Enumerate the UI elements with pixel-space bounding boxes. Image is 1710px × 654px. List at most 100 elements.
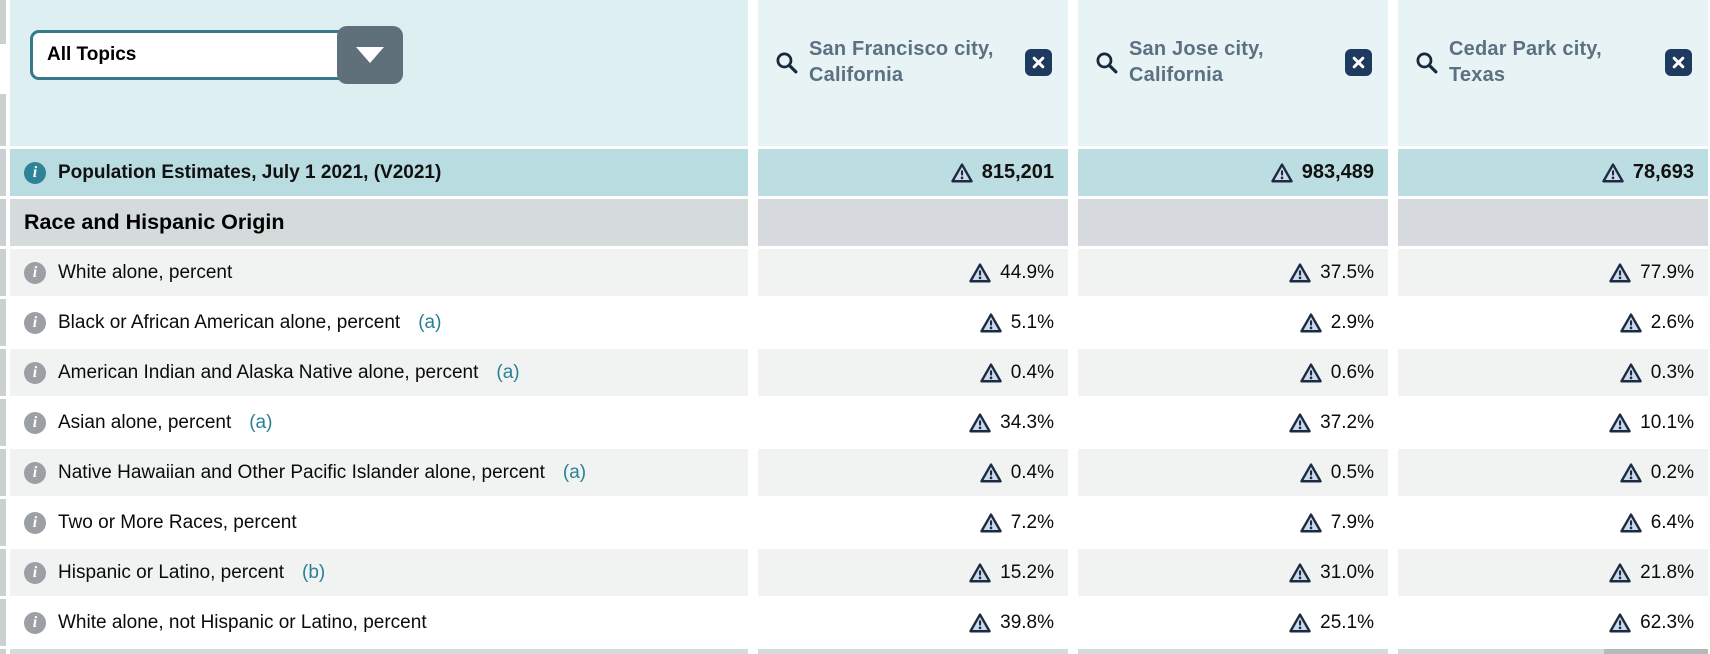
- fact-value: 25.1%: [1320, 611, 1374, 633]
- warning-triangle-icon[interactable]: [1289, 612, 1311, 634]
- fact-label-cell: i Black or African American alone, perce…: [10, 299, 748, 346]
- section-header-cell: [758, 199, 1068, 246]
- fact-value: 39.8%: [1000, 611, 1054, 633]
- warning-triangle-icon[interactable]: [979, 312, 1002, 334]
- table-row: i White alone, percent 44.9% 37.5% 77.9%: [0, 249, 1710, 296]
- warning-triangle-icon[interactable]: [1619, 512, 1642, 534]
- fact-value: 983,489: [1301, 161, 1374, 183]
- warning-triangle-icon[interactable]: [979, 362, 1002, 384]
- warning-triangle-icon[interactable]: [1289, 262, 1311, 284]
- fact-value-cell: 10.1%: [1398, 399, 1708, 446]
- rail-segment: [0, 0, 6, 44]
- warning-triangle-icon[interactable]: [950, 162, 973, 184]
- fact-value: 0.2%: [1650, 461, 1694, 483]
- fact-label-cell: i Native Hawaiian and Other Pacific Isla…: [10, 449, 748, 496]
- warning-triangle-icon[interactable]: [969, 412, 991, 434]
- fact-value-cell: 78,693: [1398, 149, 1708, 196]
- warning-triangle-icon[interactable]: [1299, 512, 1322, 534]
- warning-triangle-icon[interactable]: [1289, 562, 1311, 584]
- fact-label: Hispanic or Latino, percent: [58, 561, 285, 583]
- fact-label-cell: i Population Estimates, July 1 2021, (V2…: [10, 149, 748, 196]
- warning-triangle-icon[interactable]: [1609, 612, 1631, 634]
- warning-triangle-icon[interactable]: [1609, 412, 1631, 434]
- geo-column-title: San Jose city, California: [1129, 37, 1264, 86]
- fact-value: 7.2%: [1010, 511, 1054, 533]
- row-edge-sliver: [0, 149, 6, 196]
- remove-geography-button[interactable]: [1345, 48, 1372, 76]
- section-header-cell: [10, 649, 748, 654]
- section-header-cell: [1078, 199, 1388, 246]
- search-icon[interactable]: [1094, 50, 1119, 75]
- warning-triangle-icon[interactable]: [969, 262, 991, 284]
- footnote-link[interactable]: (a): [418, 311, 442, 333]
- section-header-cell: [758, 649, 1068, 654]
- info-icon[interactable]: i: [24, 161, 46, 184]
- geo-column-title: Cedar Park city, Texas: [1449, 37, 1602, 86]
- topics-dropdown-button[interactable]: [337, 26, 403, 84]
- info-icon[interactable]: i: [24, 261, 46, 284]
- warning-triangle-icon[interactable]: [1299, 312, 1322, 334]
- remove-geography-button[interactable]: [1665, 48, 1692, 76]
- warning-triangle-icon[interactable]: [979, 512, 1002, 534]
- fact-label: Two or More Races, percent: [58, 511, 297, 533]
- topics-dropdown[interactable]: All Topics: [30, 26, 403, 84]
- warning-triangle-icon[interactable]: [1299, 362, 1322, 384]
- info-icon[interactable]: i: [24, 411, 46, 434]
- fact-label: White alone, percent: [58, 261, 233, 283]
- info-icon[interactable]: i: [24, 311, 46, 334]
- row-edge-sliver: [0, 299, 6, 346]
- fact-value: 0.5%: [1330, 461, 1374, 483]
- fact-value-cell: 0.4%: [758, 349, 1068, 396]
- warning-triangle-icon[interactable]: [969, 562, 991, 584]
- warning-triangle-icon[interactable]: [1619, 312, 1642, 334]
- warning-triangle-icon[interactable]: [1619, 462, 1642, 484]
- warning-triangle-icon[interactable]: [1299, 462, 1322, 484]
- fact-label-cell: i White alone, not Hispanic or Latino, p…: [10, 599, 748, 646]
- fact-value: 0.6%: [1330, 361, 1374, 383]
- info-icon[interactable]: i: [24, 361, 46, 384]
- topics-dropdown-value[interactable]: All Topics: [30, 30, 398, 80]
- warning-triangle-icon[interactable]: [1609, 262, 1631, 284]
- warning-triangle-icon[interactable]: [1609, 562, 1631, 584]
- info-icon[interactable]: i: [24, 611, 46, 634]
- search-icon[interactable]: [774, 50, 799, 75]
- section-header-cell: Race and Hispanic Origin: [10, 199, 748, 246]
- warning-triangle-icon[interactable]: [1270, 162, 1293, 184]
- fact-value-cell: 34.3%: [758, 399, 1068, 446]
- geo-column-header: San Jose city, California: [1078, 0, 1388, 146]
- table-row: i White alone, not Hispanic or Latino, p…: [0, 599, 1710, 646]
- fact-value: 0.4%: [1010, 461, 1054, 483]
- search-icon[interactable]: [1414, 50, 1439, 75]
- warning-triangle-icon[interactable]: [969, 612, 991, 634]
- warning-triangle-icon[interactable]: [1602, 162, 1624, 184]
- fact-value-cell: 7.2%: [758, 499, 1068, 546]
- section-header-row: Race and Hispanic Origin: [0, 199, 1710, 246]
- fact-value-cell: 44.9%: [758, 249, 1068, 296]
- warning-triangle-icon[interactable]: [1289, 412, 1311, 434]
- horizontal-scrollbar-thumb[interactable]: [1604, 649, 1708, 654]
- fact-value: 5.1%: [1010, 311, 1054, 333]
- warning-triangle-icon[interactable]: [979, 462, 1002, 484]
- footnote-link[interactable]: (a): [249, 411, 273, 433]
- population-estimates-row: i Population Estimates, July 1 2021, (V2…: [0, 149, 1710, 196]
- footnote-link[interactable]: (b): [302, 561, 326, 583]
- fact-value: 31.0%: [1320, 561, 1374, 583]
- remove-geography-button[interactable]: [1025, 48, 1052, 76]
- section-header-cell: [1078, 649, 1388, 654]
- info-icon[interactable]: i: [24, 461, 46, 484]
- next-section-partial-row: [0, 649, 1710, 654]
- fact-value-cell: 983,489: [1078, 149, 1388, 196]
- fact-value: 62.3%: [1640, 611, 1694, 633]
- fact-label-cell: i Asian alone, percent (a): [10, 399, 748, 446]
- warning-triangle-icon[interactable]: [1619, 362, 1642, 384]
- fact-value-cell: 0.6%: [1078, 349, 1388, 396]
- fact-label: Black or African American alone, percent: [58, 311, 401, 333]
- info-icon[interactable]: i: [24, 561, 46, 584]
- section-title: Race and Hispanic Origin: [24, 210, 285, 234]
- fact-value: 21.8%: [1640, 561, 1694, 583]
- footnote-link[interactable]: (a): [562, 461, 587, 483]
- footnote-link[interactable]: (a): [496, 361, 520, 383]
- table-row: i Native Hawaiian and Other Pacific Isla…: [0, 449, 1710, 496]
- table-row: i American Indian and Alaska Native alon…: [0, 349, 1710, 396]
- info-icon[interactable]: i: [24, 511, 46, 534]
